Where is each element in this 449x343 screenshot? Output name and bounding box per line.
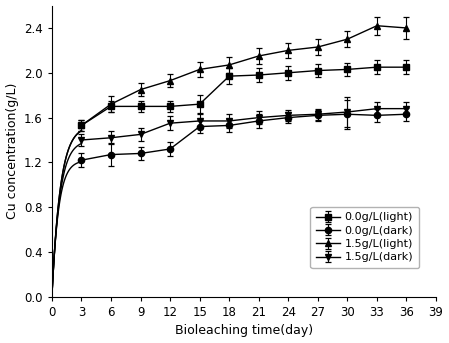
- Legend: 0.0g/L(light), 0.0g/L(dark), 1.5g/L(light), 1.5g/L(dark): 0.0g/L(light), 0.0g/L(dark), 1.5g/L(ligh…: [310, 207, 419, 268]
- X-axis label: Bioleaching time(day): Bioleaching time(day): [175, 324, 313, 338]
- Y-axis label: Cu concentration(g/L): Cu concentration(g/L): [5, 83, 18, 220]
